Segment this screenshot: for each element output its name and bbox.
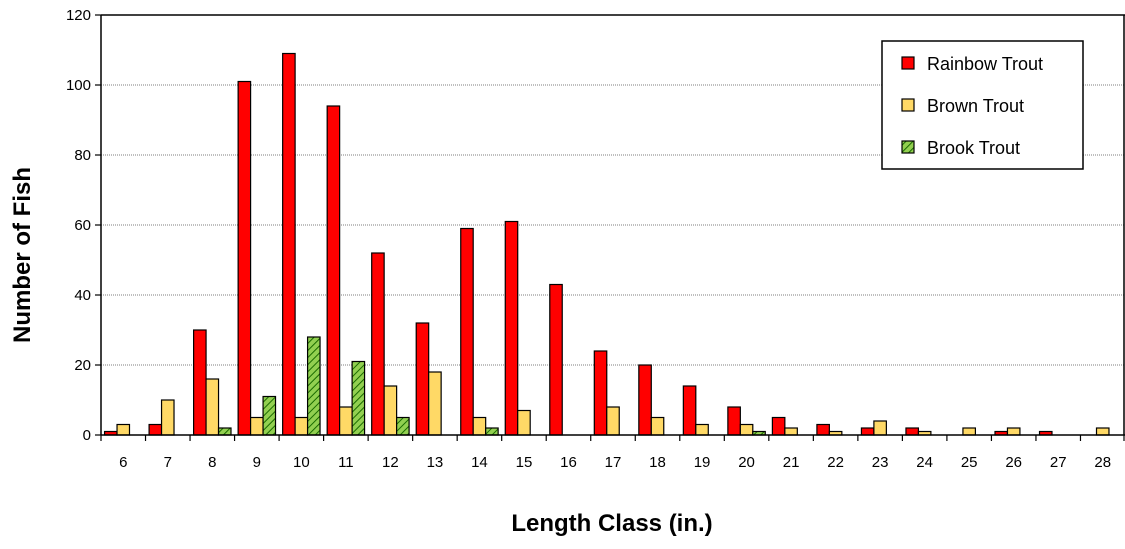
- x-tick-label: 14: [471, 454, 488, 471]
- bar-brown-trout-23: [873, 420, 887, 436]
- y-tick-label: 80: [74, 147, 91, 164]
- x-tick-label: 12: [382, 454, 399, 471]
- y-tick-label: 100: [66, 77, 91, 94]
- bar-brook-trout-8: [217, 427, 232, 436]
- y-tick-label: 120: [66, 7, 91, 24]
- bar-rainbow-trout-19: [682, 385, 697, 436]
- bar-rainbow-trout-7: [148, 423, 163, 436]
- bar-rainbow-trout-11: [326, 105, 341, 436]
- legend-swatch-brook-trout: [901, 140, 915, 154]
- x-tick-label: 17: [605, 454, 622, 471]
- gridlines: [101, 84, 1125, 366]
- x-tick-labels: 6 7 8 9 10 11 12 13 14 15 16 17 18 19 20 21 22 23 24 25 26 27…: [100, 435, 1125, 471]
- bar-brown-trout-28: [1095, 427, 1110, 436]
- x-tick-label: 21: [783, 454, 800, 471]
- x-tick-label: 7: [164, 454, 172, 471]
- x-tick-label: 20: [738, 454, 755, 471]
- x-axis-title: Length Class (in.): [511, 510, 712, 537]
- x-tick-label: 26: [1005, 454, 1022, 471]
- bar-brown-trout-13: [428, 371, 442, 436]
- legend: Rainbow Trout Brown Trout Brook Trout: [881, 40, 1084, 170]
- bar-rainbow-trout-12: [371, 252, 385, 436]
- x-tick-label: 28: [1094, 454, 1111, 471]
- bar-rainbow-trout-10: [282, 52, 296, 436]
- x-tick-label: 18: [649, 454, 666, 471]
- bar-brown-trout-25: [962, 427, 977, 436]
- x-tick-label: 9: [253, 454, 261, 471]
- bar-brown-trout-6: [116, 423, 131, 436]
- x-tick-label: 10: [293, 454, 310, 471]
- bar-brown-trout-7: [160, 399, 175, 436]
- bar-rainbow-trout-20: [727, 406, 741, 436]
- bar-rainbow-trout-23: [860, 427, 875, 436]
- legend-label-brown-trout: Brown Trout: [927, 96, 1024, 116]
- bar-brown-trout-20: [739, 423, 754, 436]
- legend-box: [881, 40, 1084, 170]
- bar-brown-trout-17: [606, 406, 620, 436]
- bar-rainbow-trout-14: [460, 227, 474, 436]
- x-tick-label: 16: [560, 454, 577, 471]
- bar-brown-trout-15: [517, 409, 531, 436]
- y-tick-label: 60: [74, 217, 91, 234]
- bar-brown-trout-26: [1006, 427, 1021, 436]
- bar-brown-trout-19: [695, 423, 709, 436]
- x-tick-label: 8: [208, 454, 216, 471]
- y-tick-label: 0: [83, 427, 91, 444]
- x-tick-label: 11: [338, 454, 354, 471]
- x-tick-label: 23: [872, 454, 889, 471]
- y-axis-title: Number of Fish: [9, 167, 36, 343]
- x-tick-label: 19: [694, 454, 711, 471]
- bar-brown-trout-18: [650, 416, 665, 436]
- bar-brown-trout-14: [472, 416, 487, 436]
- legend-label-brook-trout: Brook Trout: [927, 138, 1020, 158]
- x-tick-label: 27: [1050, 454, 1067, 471]
- bar-brown-trout-11: [339, 406, 353, 436]
- bar-brook-trout-11: [351, 360, 366, 436]
- x-tick-label: 25: [961, 454, 978, 471]
- x-tick-label: 15: [516, 454, 533, 471]
- x-tick-label: 13: [427, 454, 444, 471]
- legend-swatch-rainbow-trout: [901, 56, 915, 70]
- bar-rainbow-trout-18: [638, 364, 652, 436]
- bar-rainbow-trout-24: [905, 427, 920, 436]
- y-tick-label: 40: [74, 287, 91, 304]
- x-tick-label: 24: [916, 454, 933, 471]
- bar-rainbow-trout-16: [549, 283, 563, 436]
- bar-rainbow-trout-13: [415, 322, 430, 436]
- bar-brown-trout-10: [294, 416, 309, 436]
- legend-label-rainbow-trout: Rainbow Trout: [927, 54, 1043, 74]
- y-tick-labels: 0 20 40 60 80 100 120: [66, 7, 101, 444]
- bars: [103, 52, 1110, 436]
- legend-swatch-brown-trout: [901, 98, 915, 112]
- bar-rainbow-trout-15: [504, 220, 519, 436]
- x-tick-label: 22: [827, 454, 844, 471]
- bar-rainbow-trout-21: [771, 416, 786, 436]
- bar-rainbow-trout-8: [193, 329, 207, 436]
- bar-brook-trout-12: [396, 416, 410, 436]
- y-tick-label: 20: [74, 357, 91, 374]
- bar-brook-trout-14: [485, 427, 499, 436]
- bar-brook-trout-9: [262, 395, 277, 436]
- bar-brown-trout-8: [205, 378, 220, 436]
- bar-rainbow-trout-9: [237, 80, 252, 436]
- bar-rainbow-trout-17: [593, 350, 608, 436]
- bar-brown-trout-21: [784, 427, 798, 436]
- bar-brown-trout-9: [249, 416, 264, 436]
- bar-brook-trout-10: [306, 336, 321, 436]
- bar-rainbow-trout-22: [816, 423, 830, 436]
- bar-brown-trout-12: [383, 385, 398, 436]
- x-tick-label: 6: [119, 454, 127, 471]
